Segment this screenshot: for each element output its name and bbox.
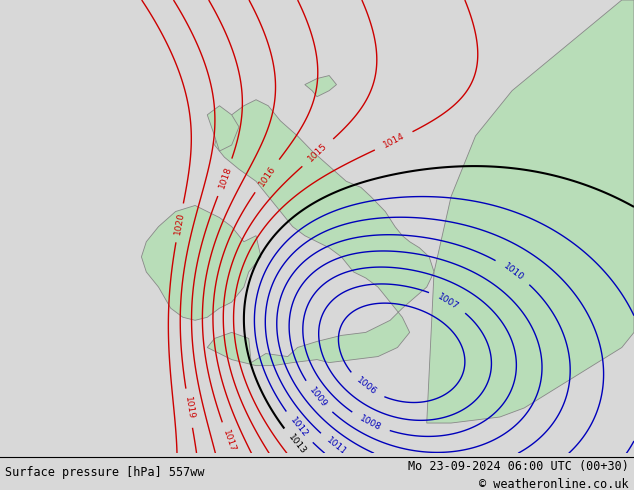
Text: 1012: 1012	[288, 416, 309, 439]
Text: 1011: 1011	[325, 436, 349, 457]
Text: 1008: 1008	[358, 414, 382, 432]
Text: 1010: 1010	[501, 261, 525, 282]
Text: 1013: 1013	[287, 433, 308, 456]
Text: © weatheronline.co.uk: © weatheronline.co.uk	[479, 478, 629, 490]
Text: 1017: 1017	[221, 429, 237, 453]
Polygon shape	[427, 0, 634, 423]
Polygon shape	[305, 75, 337, 97]
Text: 1014: 1014	[382, 132, 406, 150]
Text: Mo 23-09-2024 06:00 UTC (00+30): Mo 23-09-2024 06:00 UTC (00+30)	[408, 460, 629, 473]
Text: Surface pressure [hPa] 557ww: Surface pressure [hPa] 557ww	[5, 466, 205, 479]
Text: 1018: 1018	[217, 165, 233, 190]
Text: 1009: 1009	[307, 385, 328, 409]
Text: 1007: 1007	[436, 292, 460, 311]
Polygon shape	[207, 99, 434, 366]
Text: 1006: 1006	[354, 376, 378, 397]
Polygon shape	[141, 205, 261, 320]
Text: 1015: 1015	[306, 142, 329, 164]
Text: 1020: 1020	[173, 211, 186, 235]
Text: 1019: 1019	[183, 396, 195, 420]
Polygon shape	[207, 106, 239, 151]
Text: 1016: 1016	[257, 164, 277, 188]
